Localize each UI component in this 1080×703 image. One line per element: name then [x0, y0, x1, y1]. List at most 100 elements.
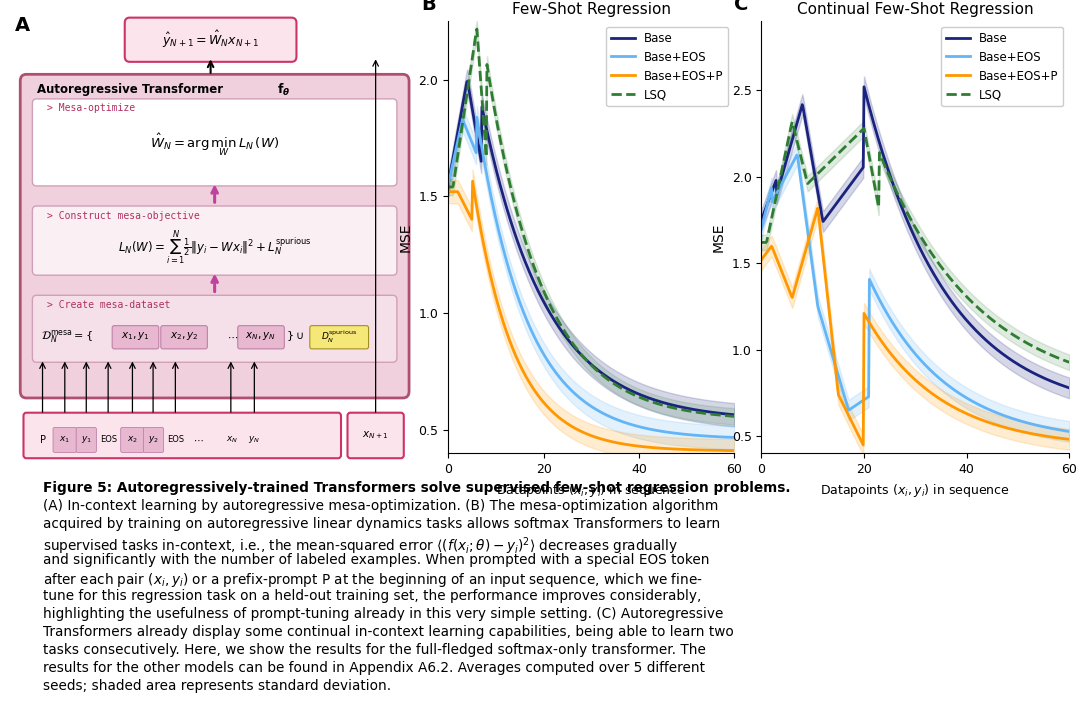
Base+EOS+P: [650, 444, 663, 452]
Base+EOS+P: [856, 441, 869, 449]
Base+EOS: [755, 224, 768, 233]
LSQ: [949, 280, 962, 289]
Base+EOS: [650, 426, 663, 434]
LSQ: [1063, 358, 1076, 366]
Base+EOS: [649, 426, 662, 434]
Base+EOS+P: [1063, 435, 1076, 444]
Text: Autoregressive Transformer: Autoregressive Transformer: [37, 84, 231, 96]
Base: [728, 411, 741, 419]
Base: [855, 165, 868, 174]
Text: results for the other models can be found in Appendix A6.2. Averages computed ov: results for the other models can be foun…: [43, 662, 705, 676]
Base+EOS+P: [978, 417, 991, 425]
Base+EOS+P: [878, 342, 891, 350]
Text: $x_{N+1}$: $x_{N+1}$: [362, 430, 389, 441]
Base: [650, 396, 663, 405]
Base+EOS: [977, 403, 990, 411]
Text: $y_2$: $y_2$: [148, 434, 159, 446]
FancyBboxPatch shape: [348, 413, 404, 458]
Text: highlighting the usefulness of prompt-tuning already in this very simple setting: highlighting the usefulness of prompt-tu…: [43, 607, 724, 621]
Base: [878, 153, 891, 162]
FancyBboxPatch shape: [125, 18, 296, 62]
Text: $\}\cup$: $\}\cup$: [285, 330, 303, 343]
Text: acquired by training on autoregressive linear dynamics tasks allows softmax Tran: acquired by training on autoregressive l…: [43, 517, 720, 531]
FancyBboxPatch shape: [112, 325, 159, 349]
Base+EOS: [791, 151, 804, 160]
Text: and significantly with the number of labeled examples. When prompted with a spec: and significantly with the number of lab…: [43, 553, 710, 567]
Base: [442, 181, 455, 189]
Base+EOS: [980, 404, 993, 413]
Base: [461, 77, 474, 86]
Text: C: C: [734, 0, 748, 14]
Text: > Construct mesa-objective: > Construct mesa-objective: [46, 210, 200, 221]
Base+EOS+P: [649, 444, 662, 452]
LSQ: [556, 323, 569, 332]
Base+EOS+P: [950, 404, 963, 413]
Base: [980, 336, 993, 344]
LSQ: [878, 160, 891, 168]
Base: [858, 82, 870, 91]
LSQ: [442, 183, 455, 191]
Text: seeds; shaded area represents standard deviation.: seeds; shaded area represents standard d…: [43, 679, 391, 693]
Base+EOS: [878, 304, 891, 312]
Text: $\cdots$: $\cdots$: [227, 331, 238, 342]
Text: tune for this regression task on a held-out training set, the performance improv: tune for this regression task on a held-…: [43, 589, 702, 603]
Text: A: A: [15, 16, 30, 35]
Base+EOS: [442, 181, 455, 189]
LSQ: [536, 283, 549, 292]
LSQ: [856, 126, 869, 134]
Base: [1063, 384, 1076, 392]
LSQ: [650, 399, 663, 408]
Base+EOS: [556, 376, 569, 385]
Text: > Mesa-optimize: > Mesa-optimize: [46, 103, 135, 113]
Text: supervised tasks in-context, i.e., the mean-squared error $\langle(f(x_i;\theta): supervised tasks in-context, i.e., the m…: [43, 536, 678, 557]
X-axis label: Datapoints $(x_i, y_i)$ in sequence: Datapoints $(x_i, y_i)$ in sequence: [497, 482, 686, 498]
Base+EOS: [536, 347, 549, 356]
Text: $x_2$: $x_2$: [127, 434, 138, 445]
Legend: Base, Base+EOS, Base+EOS+P, LSQ: Base, Base+EOS, Base+EOS+P, LSQ: [942, 27, 1064, 106]
Text: (A) In-context learning by autoregressive mesa-optimization. (B) The mesa-optimi: (A) In-context learning by autoregressiv…: [43, 499, 718, 513]
Text: $x_N$: $x_N$: [226, 434, 238, 445]
LSQ: [477, 113, 490, 122]
Base+EOS+P: [536, 396, 549, 405]
FancyBboxPatch shape: [76, 427, 96, 453]
X-axis label: Datapoints $(x_i, y_i)$ in sequence: Datapoints $(x_i, y_i)$ in sequence: [821, 482, 1010, 498]
FancyBboxPatch shape: [121, 427, 145, 453]
Text: > Create mesa-dataset: > Create mesa-dataset: [46, 299, 170, 310]
Base+EOS: [1063, 427, 1076, 436]
Y-axis label: MSE: MSE: [712, 223, 726, 252]
Base: [556, 328, 569, 336]
Text: $x_1$: $x_1$: [59, 434, 70, 445]
Text: $D_N^{\rm spurious}$: $D_N^{\rm spurious}$: [321, 328, 357, 344]
Base+EOS+P: [467, 177, 480, 186]
FancyBboxPatch shape: [32, 206, 397, 275]
Text: $\hat{y}_{N+1} = \hat{W}_N x_{N+1}$: $\hat{y}_{N+1} = \hat{W}_N x_{N+1}$: [162, 30, 259, 51]
Base+EOS+P: [856, 439, 869, 448]
Y-axis label: MSE: MSE: [399, 223, 413, 252]
LSQ: [471, 25, 484, 33]
Base+EOS: [477, 152, 490, 160]
Base: [649, 396, 662, 404]
Line: Base: Base: [761, 86, 1069, 388]
FancyBboxPatch shape: [144, 427, 164, 453]
Text: $L_N(W)=\sum_{i=1}^{N}\frac{1}{2}\|y_i-Wx_i\|^2+L_N^{\rm spurious}$: $L_N(W)=\sum_{i=1}^{N}\frac{1}{2}\|y_i-W…: [118, 229, 311, 267]
Base+EOS: [949, 387, 962, 395]
Text: P: P: [40, 435, 46, 445]
FancyBboxPatch shape: [32, 99, 397, 186]
Base+EOS: [622, 420, 635, 428]
Text: after each pair $(x_i, y_i)$ or a prefix-prompt P at the beginning of an input s: after each pair $(x_i, y_i)$ or a prefix…: [43, 572, 703, 589]
LSQ: [786, 117, 799, 126]
Text: B: B: [421, 0, 436, 14]
Line: Base+EOS+P: Base+EOS+P: [448, 181, 734, 451]
Text: $y_1$: $y_1$: [81, 434, 92, 446]
Base+EOS: [793, 164, 806, 172]
Base+EOS+P: [442, 188, 455, 196]
Text: EOS: EOS: [99, 435, 117, 444]
Line: Base+EOS: Base+EOS: [761, 155, 1069, 432]
LSQ: [793, 146, 806, 154]
Text: $x_N,y_N$: $x_N,y_N$: [245, 330, 276, 342]
FancyBboxPatch shape: [32, 295, 397, 362]
Line: LSQ: LSQ: [448, 29, 734, 416]
LSQ: [728, 412, 741, 420]
Text: $\mathbf{f}_{\boldsymbol{\theta}}$: $\mathbf{f}_{\boldsymbol{\theta}}$: [278, 82, 291, 98]
Base: [949, 303, 962, 311]
